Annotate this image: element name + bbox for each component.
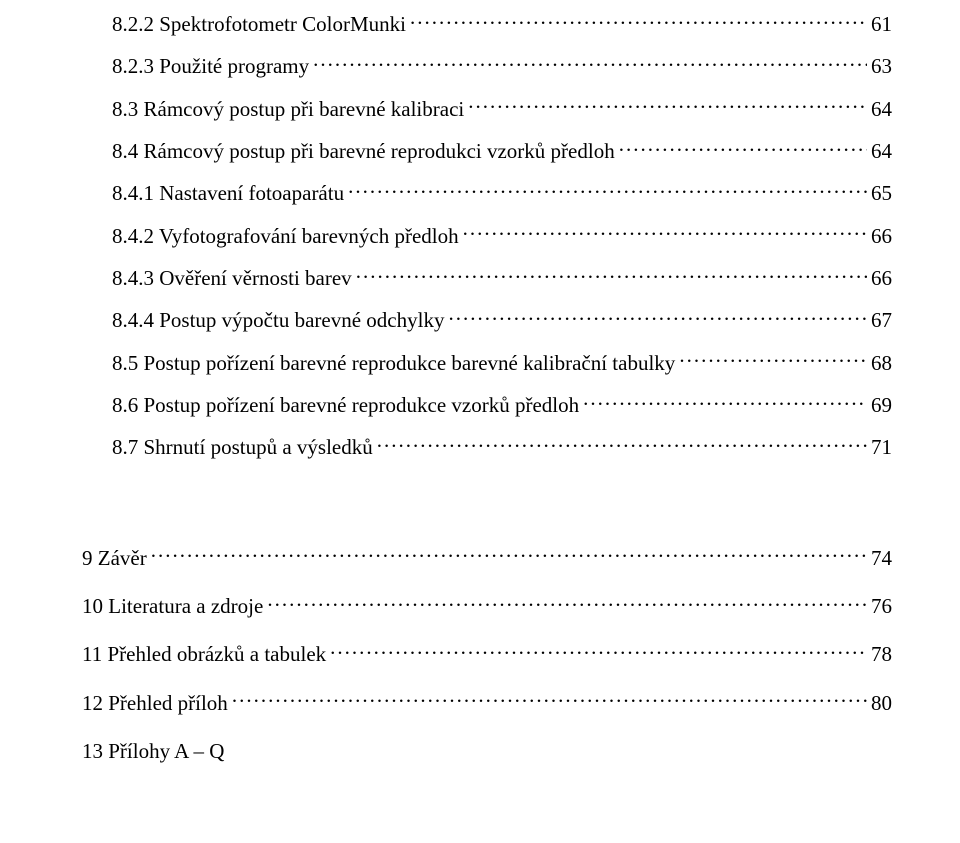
toc-page: 66 — [871, 222, 892, 250]
toc-entry: 8.6 Postup pořízení barevné reprodukce v… — [82, 391, 892, 419]
toc-leader — [313, 52, 867, 73]
toc-page: 80 — [871, 689, 892, 717]
toc-page: 78 — [871, 640, 892, 668]
toc-leader — [356, 264, 867, 285]
toc-leader — [583, 391, 867, 412]
toc-label: 8.7 Shrnutí postupů a výsledků — [112, 433, 373, 461]
toc-entry: 8.5 Postup pořízení barevné reprodukce b… — [82, 349, 892, 377]
toc-page: 61 — [871, 10, 892, 38]
toc-entry: 8.4.2 Vyfotografování barevných předloh … — [82, 222, 892, 250]
toc-leader — [377, 433, 867, 454]
toc-leader — [679, 349, 867, 370]
toc-entry: 8.4 Rámcový postup při barevné reprodukc… — [82, 137, 892, 165]
toc-entry: 8.4.3 Ověření věrnosti barev 66 — [82, 264, 892, 292]
toc-leader — [232, 689, 867, 710]
toc-entry: 13 Přílohy A – Q — [82, 737, 892, 765]
toc-entry: 8.2.2 Spektrofotometr ColorMunki 61 — [82, 10, 892, 38]
toc-leader — [151, 544, 867, 565]
toc-entry: 9 Závěr 74 — [82, 544, 892, 572]
toc-entry: 8.3 Rámcový postup při barevné kalibraci… — [82, 95, 892, 123]
toc-label: 11 Přehled obrázků a tabulek — [82, 640, 326, 668]
section-gap — [82, 476, 892, 544]
toc-label: 10 Literatura a zdroje — [82, 592, 263, 620]
toc-leader — [468, 95, 867, 116]
toc-top-level-block: 9 Závěr 74 10 Literatura a zdroje 76 11 … — [82, 544, 892, 766]
toc-label: 8.3 Rámcový postup při barevné kalibraci — [112, 95, 464, 123]
toc-leader — [448, 306, 867, 327]
toc-page: 68 — [871, 349, 892, 377]
toc-page: 63 — [871, 52, 892, 80]
toc-label: 8.2.3 Použité programy — [112, 52, 309, 80]
toc-label: 12 Přehled příloh — [82, 689, 228, 717]
toc-leader — [330, 640, 867, 661]
toc-page: 76 — [871, 592, 892, 620]
toc-page: 69 — [871, 391, 892, 419]
toc-entry: 8.4.1 Nastavení fotoaparátu 65 — [82, 179, 892, 207]
toc-label: 8.4.2 Vyfotografování barevných předloh — [112, 222, 459, 250]
toc-page: 64 — [871, 137, 892, 165]
toc-label: 8.6 Postup pořízení barevné reprodukce v… — [112, 391, 579, 419]
toc-label: 8.5 Postup pořízení barevné reprodukce b… — [112, 349, 675, 377]
toc-label: 9 Závěr — [82, 544, 147, 572]
toc-page: 71 — [871, 433, 892, 461]
toc-entry: 8.7 Shrnutí postupů a výsledků 71 — [82, 433, 892, 461]
toc-label: 8.4.4 Postup výpočtu barevné odchylky — [112, 306, 444, 334]
toc-entry: 12 Přehled příloh 80 — [82, 689, 892, 717]
toc-leader — [410, 10, 867, 31]
toc-leader — [463, 222, 867, 243]
toc-page: 74 — [871, 544, 892, 572]
toc-entry: 10 Literatura a zdroje 76 — [82, 592, 892, 620]
toc-entry: 11 Přehled obrázků a tabulek 78 — [82, 640, 892, 668]
toc-leader — [619, 137, 867, 158]
toc-page: 67 — [871, 306, 892, 334]
toc-label: 8.4.3 Ověření věrnosti barev — [112, 264, 352, 292]
toc-label: 13 Přílohy A – Q — [82, 737, 224, 765]
toc-leader — [267, 592, 867, 613]
toc-page: 66 — [871, 264, 892, 292]
toc-label: 8.2.2 Spektrofotometr ColorMunki — [112, 10, 406, 38]
toc-label: 8.4 Rámcový postup při barevné reprodukc… — [112, 137, 615, 165]
toc-page: 65 — [871, 179, 892, 207]
toc-entry: 8.2.3 Použité programy 63 — [82, 52, 892, 80]
toc-label: 8.4.1 Nastavení fotoaparátu — [112, 179, 344, 207]
toc-entry: 8.4.4 Postup výpočtu barevné odchylky 67 — [82, 306, 892, 334]
toc-leader — [348, 179, 867, 200]
toc-subsection-block: 8.2.2 Spektrofotometr ColorMunki 61 8.2.… — [82, 10, 892, 462]
toc-page: 64 — [871, 95, 892, 123]
